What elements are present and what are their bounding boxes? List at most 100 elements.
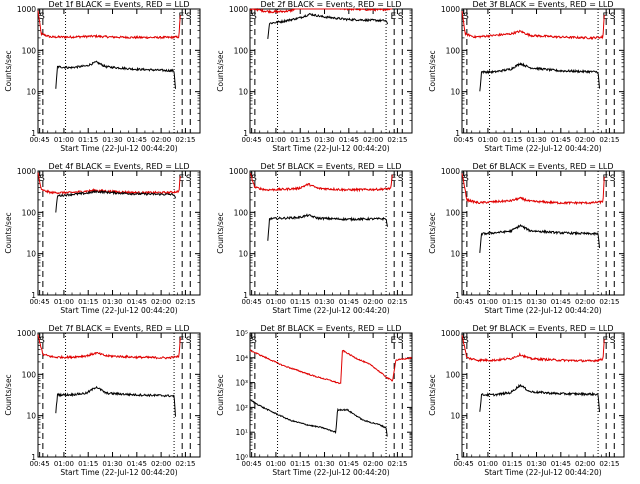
panel-3: Det 3f BLACK = Events, RED = LLD 1 10 100 10… — [428, 0, 625, 153]
x-axis-label: Start Time (22-Jul-12 00:44:20) — [272, 468, 389, 477]
marker-label-s: S — [186, 174, 192, 184]
y-tick-label: 10 — [26, 412, 36, 421]
x-tick-label: 02:15 — [387, 298, 407, 306]
x-tick-label: 02:00 — [151, 460, 171, 468]
marker-label-e: E — [391, 174, 397, 184]
x-tick-label: 01:15 — [78, 136, 98, 144]
marker-label-s-left: S — [251, 12, 257, 22]
panel-title: Det 4f BLACK = Events, RED = LLD — [48, 162, 189, 171]
x-tick-label: 02:00 — [575, 298, 595, 306]
events-series-line — [249, 399, 388, 437]
x-tick-label: 00:45 — [30, 460, 50, 468]
y-tick-label: 100 — [22, 46, 37, 55]
y-tick-label: 10 — [26, 250, 36, 259]
events-series-line — [479, 383, 600, 413]
plot-frame — [37, 332, 201, 458]
x-tick-label: 02:15 — [175, 298, 195, 306]
y-tick-label: 10⁴ — [235, 354, 248, 363]
x-tick-label: 02:15 — [387, 136, 407, 144]
y-tick-label: 10 — [450, 412, 460, 421]
x-tick-label: 00:45 — [30, 298, 50, 306]
marker-label-s-left: S — [251, 174, 257, 184]
panel-title: Det 7f BLACK = Events, RED = LLD — [48, 324, 189, 333]
x-tick-label: 01:00 — [54, 298, 74, 306]
y-tick-label: 1 — [455, 129, 460, 138]
x-tick-label: 01:30 — [102, 136, 122, 144]
x-tick-label: 01:45 — [127, 298, 147, 306]
x-tick-label: 02:15 — [599, 136, 619, 144]
x-tick-label: 02:15 — [175, 460, 195, 468]
x-axis-label: Start Time (22-Jul-12 00:44:20) — [484, 144, 601, 153]
y-tick-label: 1000 — [17, 329, 36, 338]
lld-series-line — [461, 11, 605, 40]
x-tick-label: 00:45 — [30, 136, 50, 144]
y-tick-label: 100 — [446, 46, 461, 55]
x-tick-label: 00:45 — [242, 298, 262, 306]
events-series-line — [55, 60, 176, 89]
y-tick-label: 10³ — [235, 379, 248, 388]
x-tick-label: 01:45 — [551, 460, 571, 468]
events-series-line — [267, 213, 388, 241]
x-tick-label: 02:00 — [575, 460, 595, 468]
y-tick-label: 1 — [31, 291, 36, 300]
panel-title: Det 5f BLACK = Events, RED = LLD — [260, 162, 401, 171]
x-tick-label: 01:00 — [478, 136, 498, 144]
x-tick-label: 01:15 — [78, 460, 98, 468]
y-tick-label: 1 — [31, 453, 36, 462]
marker-label-s: S — [610, 12, 616, 22]
panel-title: Det 2f BLACK = Events, RED = LLD — [260, 0, 401, 9]
marker-label-s: S — [610, 174, 616, 184]
panel-1: Det 1f BLACK = Events, RED = LLD 1 10 100 10… — [4, 0, 201, 153]
panel-4: Det 4f BLACK = Events, RED = LLD 1 10 100 10… — [4, 162, 201, 315]
plot-frame — [37, 8, 201, 134]
y-tick-label: 10⁵ — [235, 329, 248, 338]
plot-frame — [461, 8, 625, 134]
events-series-line — [55, 385, 176, 417]
x-tick-label: 02:00 — [151, 298, 171, 306]
plot-frame — [249, 170, 413, 296]
lld-series-line — [249, 349, 412, 385]
x-axis-label: Start Time (22-Jul-12 00:44:20) — [60, 144, 177, 153]
y-tick-label: 10¹ — [235, 428, 248, 437]
x-tick-label: 01:30 — [314, 298, 334, 306]
x-tick-label: 00:45 — [242, 136, 262, 144]
panel-7: Det 7f BLACK = Events, RED = LLD 1 10 100 10… — [4, 324, 201, 477]
x-tick-label: 01:30 — [102, 298, 122, 306]
y-axis-label: Counts/sec — [4, 374, 13, 415]
marker-label-s-left: S — [463, 174, 469, 184]
x-tick-label: 01:00 — [478, 298, 498, 306]
x-axis-label: Start Time (22-Jul-12 00:44:20) — [484, 306, 601, 315]
y-tick-label: 10 — [238, 250, 248, 259]
y-tick-label: 10 — [450, 250, 460, 259]
panel-8: Det 8f BLACK = Events, RED = LLD 10⁰ 10¹ 10… — [216, 324, 413, 477]
plot-frame — [461, 170, 625, 296]
x-tick-label: 01:30 — [526, 136, 546, 144]
lld-series-line — [461, 173, 605, 206]
panel-6: Det 6f BLACK = Events, RED = LLD 1 10 100 10… — [428, 162, 625, 315]
y-tick-label: 1000 — [229, 167, 248, 176]
x-tick-label: 01:45 — [339, 298, 359, 306]
x-tick-label: 01:15 — [290, 136, 310, 144]
x-tick-label: 01:30 — [526, 298, 546, 306]
x-tick-label: 00:45 — [242, 460, 262, 468]
y-tick-label: 100 — [234, 208, 249, 217]
x-tick-label: 00:45 — [454, 136, 474, 144]
y-tick-label: 100 — [446, 370, 461, 379]
y-tick-label: 1 — [455, 291, 460, 300]
y-tick-label: 1000 — [441, 5, 460, 14]
y-tick-label: 10 — [238, 88, 248, 97]
plot-frame — [37, 170, 201, 296]
x-tick-label: 01:15 — [290, 460, 310, 468]
y-tick-label: 1000 — [17, 5, 36, 14]
plot-frame — [249, 8, 413, 134]
y-tick-label: 100 — [22, 208, 37, 217]
marker-label-s: S — [186, 336, 192, 346]
events-series-line — [479, 223, 600, 253]
x-tick-label: 02:00 — [575, 136, 595, 144]
marker-label-s: S — [610, 336, 616, 346]
events-series-line — [267, 12, 388, 39]
y-tick-label: 100 — [22, 370, 37, 379]
x-axis-label: Start Time (22-Jul-12 00:44:20) — [272, 306, 389, 315]
panel-title: Det 9f BLACK = Events, RED = LLD — [472, 324, 613, 333]
